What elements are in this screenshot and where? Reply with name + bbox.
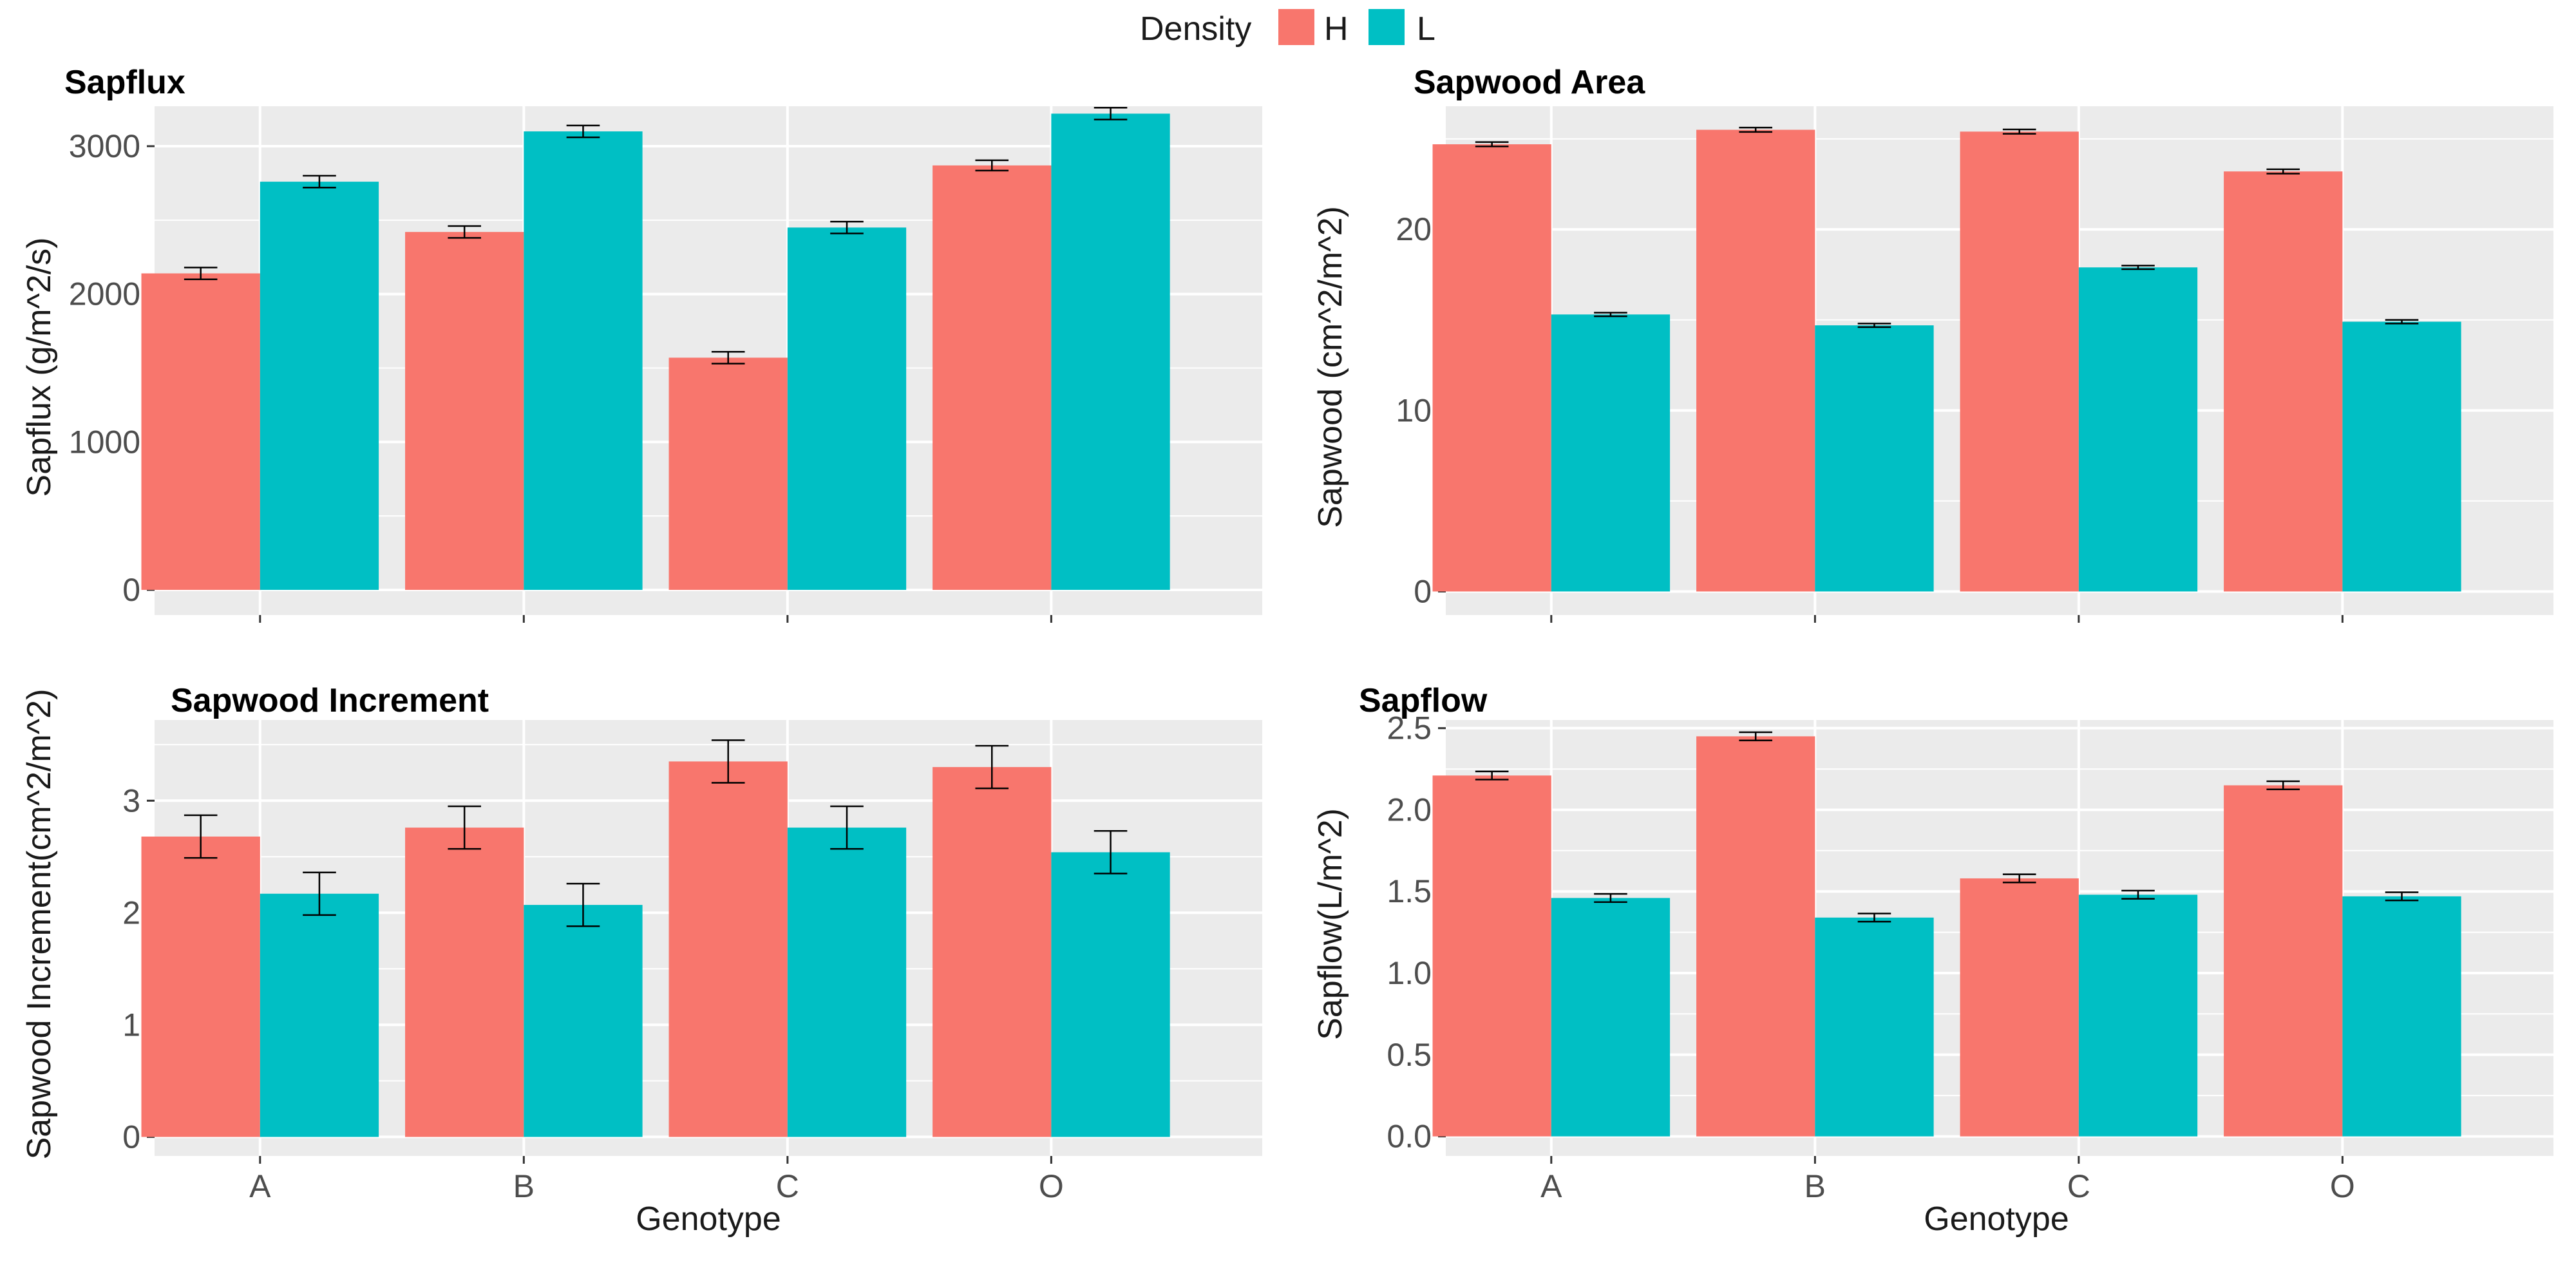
panel-title: Sapflow (1359, 682, 1488, 719)
bar-h-o (2224, 785, 2343, 1137)
y-tick-label: 2.5 (1387, 710, 1432, 746)
bar-l-a (260, 893, 379, 1137)
legend-title: Density (1140, 10, 1251, 48)
y-axis-title: Sapflux (g/m^2/s) (21, 238, 58, 497)
bar-h-c (1960, 878, 2079, 1137)
panel-title: Sapflux (64, 64, 185, 101)
plot-area: 0 10 20 (1396, 106, 2553, 623)
bar-l-o (2342, 321, 2461, 592)
bar-l-a (1551, 898, 1671, 1137)
bar-l-o (1051, 113, 1170, 590)
y-tick-label: 1000 (69, 424, 140, 460)
panel-sapflow: 0.0 0.5 1.0 1.5 2.0 2.5 A B C O Sapflow Sapflow(L… (1312, 682, 2553, 1238)
y-tick-label: 0.5 (1387, 1037, 1432, 1073)
x-axis-title: Genotype (636, 1200, 781, 1238)
x-tick-label: O (2330, 1168, 2355, 1204)
legend-key-l (1368, 9, 1405, 45)
plot-area: 0.0 0.5 1.0 1.5 2.0 2.5 A B C O (1387, 710, 2553, 1204)
y-tick-label: 10 (1396, 392, 1432, 428)
bar-h-a (141, 273, 260, 590)
bar-l-b (1815, 917, 1934, 1137)
bar-h-b (1696, 736, 1815, 1137)
bar-l-c (2078, 267, 2198, 592)
bar-h-o (2224, 171, 2343, 592)
bar-h-b (1696, 129, 1815, 592)
x-tick-label: B (1804, 1168, 1826, 1204)
y-axis-title: Sapwood (cm^2/m^2) (1312, 206, 1349, 528)
x-axis-title: Genotype (1924, 1200, 2069, 1238)
bar-l-b (1815, 325, 1934, 592)
y-tick-label: 0 (122, 1119, 140, 1155)
x-tick-label: C (776, 1168, 799, 1204)
panel-sapwood-increment: 0 1 2 3 A B C O Sapwood Increment Sapwood Incre… (21, 682, 1262, 1238)
bar-l-b (524, 131, 643, 590)
x-tick-label: O (1039, 1168, 1064, 1204)
bar-h-o (933, 165, 1052, 590)
bar-h-o (933, 767, 1052, 1137)
y-tick-label: 0 (122, 572, 140, 608)
bar-h-c (668, 357, 788, 590)
bar-h-b (405, 232, 524, 590)
bar-l-b (524, 905, 643, 1137)
y-tick-label: 20 (1396, 211, 1432, 247)
y-tick-label: 3000 (69, 128, 140, 164)
plot-area: 0 1000 2000 3000 (69, 106, 1262, 623)
y-tick-label: 2 (122, 895, 140, 931)
y-tick-label: 0 (1414, 573, 1432, 609)
panel-sapflux: 0 1000 2000 3000 Sapflux Sapflux (g/m^2/s) (21, 64, 1262, 623)
y-tick-label: 1 (122, 1007, 140, 1043)
panel-title: Sapwood Area (1414, 64, 1645, 101)
bar-l-c (2078, 895, 2198, 1137)
legend: Density H L (1140, 9, 1435, 48)
y-tick-label: 1.0 (1387, 955, 1432, 991)
y-tick-label: 2.0 (1387, 791, 1432, 828)
x-tick-label: B (513, 1168, 535, 1204)
bar-h-c (1960, 131, 2079, 592)
bar-h-c (668, 761, 788, 1137)
x-tick-label: A (249, 1168, 271, 1204)
y-tick-label: 3 (122, 782, 140, 819)
panel-title: Sapwood Increment (171, 682, 489, 719)
bar-h-a (1432, 775, 1551, 1137)
y-axis-title: Sapflow(L/m^2) (1312, 808, 1349, 1040)
y-axis-title: Sapwood Increment(cm^2/m^2) (21, 689, 58, 1160)
x-tick-label: A (1540, 1168, 1562, 1204)
legend-label-l: L (1417, 10, 1435, 48)
y-tick-label: 1.5 (1387, 873, 1432, 909)
bar-h-a (1432, 144, 1551, 592)
legend-key-h (1278, 9, 1314, 45)
bar-l-o (2342, 896, 2461, 1137)
y-tick-label: 2000 (69, 276, 140, 312)
y-tick-label: 0.0 (1387, 1119, 1432, 1155)
plot-area: 0 1 2 3 A B C O (122, 720, 1262, 1204)
bar-h-b (405, 828, 524, 1137)
bar-l-a (260, 182, 379, 590)
bar-h-a (141, 836, 260, 1137)
legend-label-h: H (1324, 10, 1349, 48)
panel-sapwood-area: 0 10 20 Sapwood Area Sapwood (cm^2/m^2) (1312, 64, 2553, 623)
x-tick-label: C (2067, 1168, 2090, 1204)
bar-l-a (1551, 314, 1671, 592)
bar-l-o (1051, 852, 1170, 1137)
bar-l-c (787, 227, 907, 590)
bar-l-c (787, 828, 907, 1137)
